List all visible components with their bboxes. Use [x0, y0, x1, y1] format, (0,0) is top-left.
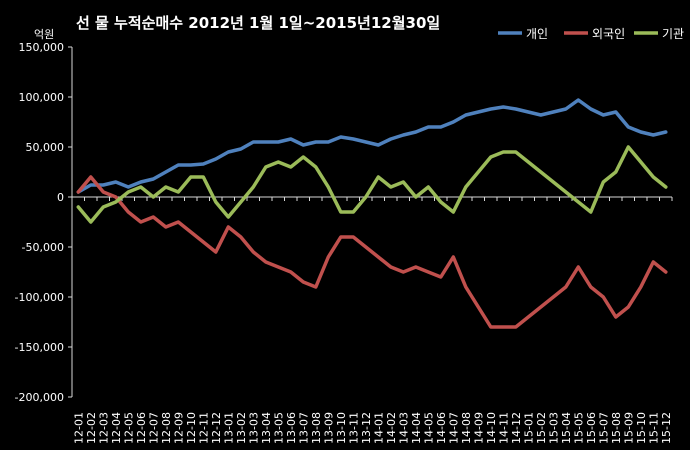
x-tick-label: 12-04 — [110, 412, 123, 444]
x-tick-label: 14-12 — [510, 412, 523, 444]
x-tick-label: 14-08 — [460, 412, 473, 444]
legend: 개인 외국인 기관 — [498, 27, 684, 41]
x-tick-label: 14-03 — [397, 412, 410, 444]
x-tick-label: 15-06 — [585, 412, 598, 444]
x-tick-label: 14-11 — [497, 412, 510, 444]
x-tick-label: 14-05 — [422, 412, 435, 444]
y-axis-unit-label: 억원 — [34, 28, 54, 41]
x-tick-label: 12-10 — [185, 412, 198, 444]
x-tick-label: 12-05 — [122, 412, 135, 444]
series-line-2 — [76, 145, 668, 224]
x-tick-label: 14-07 — [447, 412, 460, 444]
x-tick-label: 13-06 — [285, 412, 298, 444]
x-tick-label: 13-01 — [222, 412, 235, 444]
legend-label: 외국인 — [592, 27, 625, 41]
x-tick-label: 13-02 — [235, 412, 248, 444]
x-tick-label: 14-04 — [410, 412, 423, 444]
x-tick-label: 15-07 — [597, 412, 610, 444]
y-axis-ticks: 150,000 100,000 50,000 0 -50,000 -100,000 -150… — [15, 41, 72, 404]
x-tick-label: 13-03 — [247, 412, 260, 444]
x-tick-label: 15-02 — [535, 412, 548, 444]
x-tick-label: 15-05 — [572, 412, 585, 444]
x-axis-ticks: 12-01 12-02 12-03 12-04 12-05 12-06 12-07 12-08… — [72, 412, 673, 444]
x-tick-label: 15-03 — [547, 412, 560, 444]
x-tick-label: 13-12 — [360, 412, 373, 444]
x-tick-label: 15-08 — [610, 412, 623, 444]
x-tick-label: 12-07 — [147, 412, 160, 444]
x-tick-label: 12-02 — [85, 412, 98, 444]
legend-label: 개인 — [526, 27, 548, 41]
x-tick-label: 12-12 — [210, 412, 223, 444]
y-tick-label: -50,000 — [22, 241, 64, 254]
y-tick-label: -150,000 — [15, 341, 64, 354]
x-tick-label: 14-06 — [435, 412, 448, 444]
legend-label: 기관 — [662, 27, 684, 41]
y-tick-label: -200,000 — [15, 391, 64, 404]
x-tick-label: 13-10 — [335, 412, 348, 444]
x-tick-label: 12-03 — [97, 412, 110, 444]
x-tick-label: 12-08 — [160, 412, 173, 444]
x-tick-label: 13-11 — [347, 412, 360, 444]
y-tick-label: -100,000 — [15, 291, 64, 304]
x-tick-label: 15-04 — [560, 412, 573, 444]
y-tick-label: 150,000 — [19, 41, 65, 54]
x-tick-label: 12-11 — [197, 412, 210, 444]
x-tick-label: 15-01 — [522, 412, 535, 444]
x-tick-label: 12-06 — [135, 412, 148, 444]
y-tick-label: 0 — [57, 191, 64, 204]
x-tick-label: 15-10 — [635, 412, 648, 444]
x-tick-label: 14-01 — [372, 412, 385, 444]
x-tick-label: 15-11 — [647, 412, 660, 444]
y-tick-label: 100,000 — [19, 91, 65, 104]
x-tick-label: 13-04 — [260, 412, 273, 444]
series-lines — [76, 98, 668, 329]
x-tick-label: 14-10 — [485, 412, 498, 444]
series-line-0 — [76, 98, 668, 194]
x-tick-label: 14-02 — [385, 412, 398, 444]
chart-title: 선 물 누적순매수 2012년 1월 1일~2015년12월30일 — [76, 14, 440, 32]
x-tick-label: 13-07 — [297, 412, 310, 444]
x-tick-label: 12-01 — [72, 412, 85, 444]
x-tick-label: 13-09 — [322, 412, 335, 444]
x-tick-label: 12-09 — [172, 412, 185, 444]
x-tick-label: 15-12 — [660, 412, 673, 444]
series-line-1 — [76, 175, 668, 329]
x-tick-label: 13-08 — [310, 412, 323, 444]
x-tick-label: 15-09 — [622, 412, 635, 444]
x-tick-label: 13-05 — [272, 412, 285, 444]
y-tick-label: 50,000 — [26, 141, 65, 154]
x-tick-label: 14-09 — [472, 412, 485, 444]
